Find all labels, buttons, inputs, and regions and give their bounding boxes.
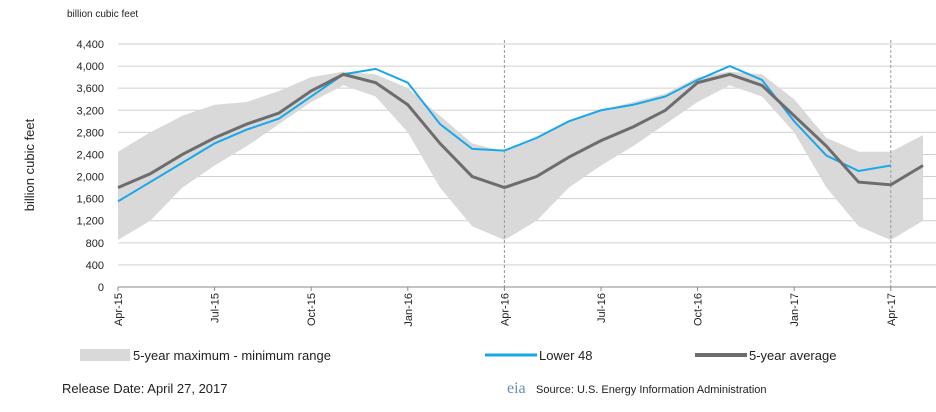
range-band: [118, 71, 923, 241]
x-tick-label: Jul-16: [596, 293, 608, 323]
x-tick-label: Jan-17: [789, 293, 801, 327]
logo: eia: [507, 380, 526, 397]
legend-label: Lower 48: [539, 348, 592, 363]
x-tick-label: Jul-15: [210, 293, 222, 323]
source: Source: U.S. Energy Information Administ…: [536, 384, 767, 396]
x-tick-label: Oct-16: [693, 293, 705, 326]
y-axis-label: billion cubic feet: [22, 118, 37, 211]
release-date: Release Date: April 27, 2017: [62, 381, 228, 396]
legend-label: 5-year maximum - minimum range: [133, 348, 331, 363]
y-tick-label: 2,000: [76, 172, 104, 184]
x-tick-label: Apr-16: [499, 293, 511, 326]
y-tick-label: 2,800: [76, 127, 104, 139]
y-tick-label: 0: [98, 282, 104, 294]
legend-swatch: [80, 349, 130, 361]
y-tick-label: 800: [86, 238, 104, 250]
x-tick-label: Apr-15: [113, 293, 125, 326]
x-tick-label: Jan-16: [403, 293, 415, 327]
y-tick-label: 4,000: [76, 61, 104, 73]
y-tick-label: 3,200: [76, 105, 104, 117]
y-tick-label: 400: [86, 260, 104, 272]
unit-label: billion cubic feet: [67, 9, 138, 20]
y-tick-label: 1,200: [76, 216, 104, 228]
y-tick-label: 3,600: [76, 83, 104, 95]
y-tick-label: 2,400: [76, 149, 104, 161]
y-tick-label: 4,400: [76, 39, 104, 51]
x-tick-label: Oct-15: [306, 293, 318, 326]
x-tick-label: Apr-17: [886, 293, 898, 326]
series-line: [117, 72, 924, 190]
legend-label: 5-year average: [749, 348, 836, 363]
y-tick-label: 1,600: [76, 194, 104, 206]
series-line: [117, 65, 891, 203]
